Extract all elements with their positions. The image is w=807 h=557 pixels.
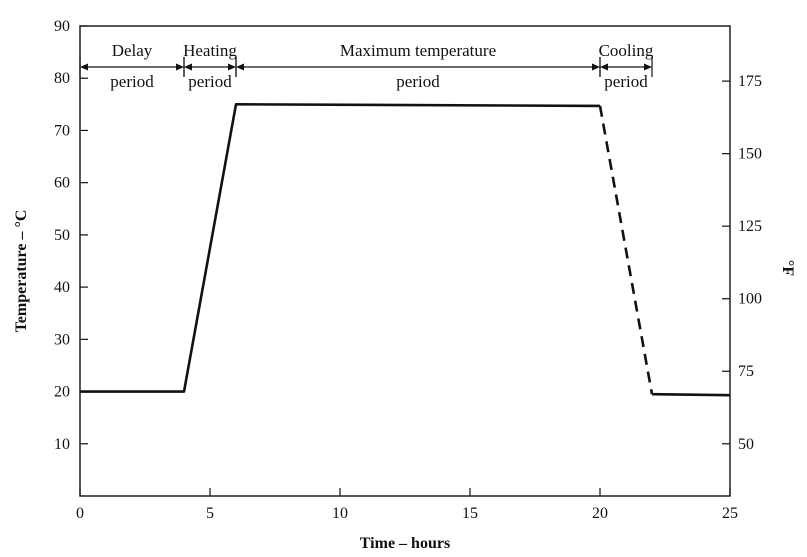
period-label-top: Heating: [183, 41, 237, 60]
arrow-head-right: [592, 63, 600, 71]
y2-tick-label: 175: [738, 73, 762, 90]
y-tick-label: 30: [54, 331, 70, 348]
period-annotations: Delay period Heating period Maximum temperat…: [79, 41, 654, 91]
series-lines: [80, 103, 731, 397]
axis-ticks: 10 20 30 40 50 60 70 80 90 50 75 100 125 150 175 0 5 10 15…: [54, 18, 762, 522]
x-tick-label: 15: [462, 505, 478, 522]
x-tick-label: 0: [76, 505, 84, 522]
x-axis-title: Time – hours: [360, 535, 450, 552]
y-tick-label: 80: [54, 70, 70, 87]
arrow-head-right: [176, 63, 184, 71]
period-label-top: Cooling: [599, 41, 654, 60]
y-tick-label: 10: [54, 436, 70, 453]
temperature-line-dashed: [598, 105, 654, 395]
arrow-head-left: [184, 63, 192, 71]
y-tick-label: 70: [54, 122, 70, 139]
temperature-line: [651, 392, 731, 397]
x-tick-label: 25: [722, 505, 738, 522]
period-label-bottom: period: [604, 72, 648, 91]
arrow-head-left: [236, 63, 244, 71]
period-label-bottom: period: [188, 72, 232, 91]
y-tick-label: 40: [54, 279, 70, 296]
arrow-head-right: [644, 63, 652, 71]
y-tick-label: 90: [54, 18, 70, 35]
y-tick-label: 20: [54, 384, 70, 401]
period-label-bottom: period: [396, 72, 440, 91]
plot-frame-group: [79, 25, 731, 497]
period-label-top: Maximum temperature: [340, 41, 496, 60]
x-tick-label: 10: [332, 505, 348, 522]
period-label-bottom: period: [110, 72, 154, 91]
period-label-top: Delay: [112, 41, 153, 60]
arrow-head-left: [80, 63, 88, 71]
y-tick-label: 60: [54, 175, 70, 192]
temperature-line: [80, 103, 601, 393]
y2-tick-label: 150: [738, 146, 762, 163]
plot-frame: [79, 25, 731, 497]
x-tick-label: 5: [206, 505, 214, 522]
y2-tick-label: 100: [738, 291, 762, 308]
x-tick-label: 20: [592, 505, 608, 522]
y2-axis-title: °F: [779, 260, 796, 276]
y-axis-title: Temperature – °C: [13, 210, 30, 333]
arrow-head-right: [228, 63, 236, 71]
arrow-head-left: [600, 63, 608, 71]
y2-tick-label: 75: [738, 363, 754, 380]
y2-tick-label: 125: [738, 218, 762, 235]
y2-tick-label: 50: [738, 436, 754, 453]
y-tick-label: 50: [54, 227, 70, 244]
